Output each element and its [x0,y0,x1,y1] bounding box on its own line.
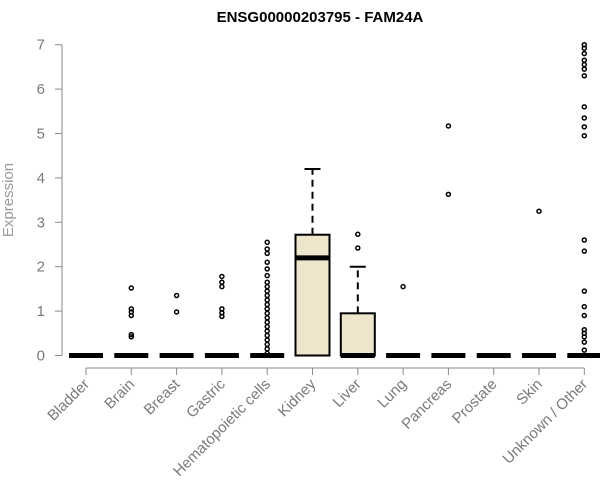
outlier-point [355,245,361,251]
outlier-point [264,292,270,299]
outlier-point [581,303,588,310]
outlier-point [581,41,588,48]
outlier-point [173,292,180,299]
outlier-point [264,301,270,308]
outlier-point [264,328,270,334]
chart-title: ENSG00000203795 - FAM24A [217,9,424,26]
x-tick-label: Bladder [44,376,93,425]
outlier-point [581,288,588,294]
outlier-point [264,315,270,321]
outlier-point [355,231,361,238]
y-tick-label: 7 [37,37,45,54]
outlier-point [264,246,270,252]
outlier-point [581,124,588,130]
box-iqr [294,233,331,357]
outlier-point [219,279,225,285]
outlier-point [173,309,180,315]
x-tick-label: Prostate [449,376,501,428]
x-tick-label: Skin [513,376,546,409]
outlier-point [128,309,135,315]
outlier-point [264,332,270,339]
outlier-point [128,306,135,312]
outlier-point [264,337,270,343]
outlier-point [219,283,225,290]
outlier-point [219,273,225,280]
outlier-point [264,323,270,330]
x-tick-label: Liver [330,376,365,411]
y-tick-label: 0 [37,348,45,365]
outlier-point [128,334,135,340]
outlier-point [581,326,588,333]
outlier-point [264,259,270,266]
outlier-point [445,191,452,198]
x-tick-label: Breast [141,375,184,418]
outlier-point [581,248,588,254]
y-tick-label: 4 [37,170,45,187]
outlier-point [264,250,270,257]
y-axis-label: Expression [0,163,17,237]
outlier-point [536,208,542,214]
outlier-point [264,346,270,352]
outlier-point [581,339,588,345]
x-tick-label: Unknown / Other [500,376,592,468]
outlier-point [264,288,270,294]
x-tick-label: Pancreas [398,376,455,433]
outlier-point [128,285,135,291]
outlier-point [400,283,406,290]
outlier-point [581,115,588,121]
outlier-point [581,347,588,353]
outlier-point [264,341,270,348]
outlier-point [581,57,588,63]
y-tick-label: 3 [37,214,45,231]
x-tick-label: Lung [374,376,410,412]
outlier-point [581,50,588,57]
outlier-point [264,283,270,290]
outlier-point [264,306,270,312]
outlier-point [264,319,270,325]
x-tick-label: Kidney [275,375,320,420]
y-tick-label: 6 [37,81,45,98]
y-tick-label: 2 [37,259,45,276]
outlier-point [581,237,588,243]
outlier-point [219,306,225,312]
y-tick-label: 5 [37,126,45,143]
outlier-point [581,132,588,139]
box-iqr [339,312,376,357]
outlier-point [581,61,588,68]
outlier-point [128,331,135,338]
outlier-point [581,104,588,110]
outlier-point [581,73,588,79]
outlier-point [581,312,588,319]
y-tick-label: 1 [37,303,45,320]
outlier-point [581,66,588,72]
outlier-point [264,272,270,279]
x-tick-label: Brain [101,376,138,413]
outlier-point [264,239,270,246]
outlier-point [264,297,270,303]
outlier-point [264,266,270,272]
outlier-point [445,123,452,129]
outlier-point [264,279,270,285]
outlier-point [264,310,270,317]
